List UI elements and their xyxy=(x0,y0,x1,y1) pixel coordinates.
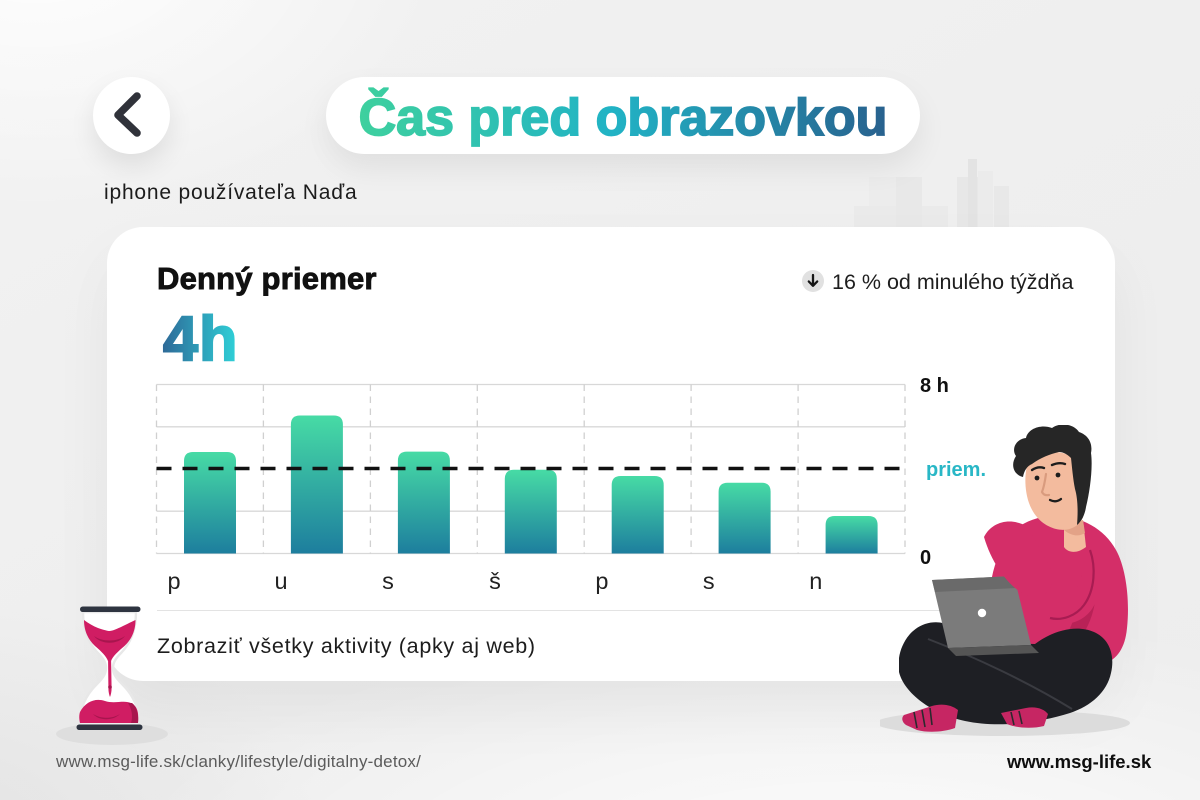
svg-text:s: s xyxy=(382,568,394,594)
svg-text:u: u xyxy=(274,568,287,594)
svg-text:n: n xyxy=(809,568,822,594)
svg-text:p: p xyxy=(595,568,608,594)
svg-text:priem.: priem. xyxy=(926,459,986,481)
svg-text:š: š xyxy=(489,568,501,594)
svg-text:s: s xyxy=(703,568,715,594)
svg-text:p: p xyxy=(167,568,180,594)
svg-text:Čas pred obrazovkou: Čas pred obrazovkou xyxy=(359,88,888,147)
svg-text:Denný priemer: Denný priemer xyxy=(157,261,377,296)
svg-text:8 h: 8 h xyxy=(920,375,949,397)
svg-text:0: 0 xyxy=(920,547,931,569)
svg-text:4h: 4h xyxy=(163,305,239,375)
